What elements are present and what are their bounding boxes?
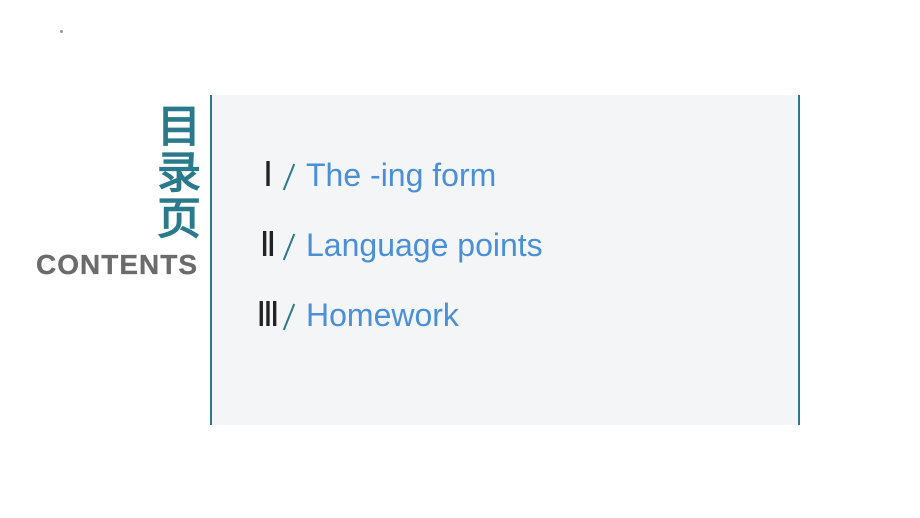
cn-title: 目录页 <box>150 103 198 241</box>
list-item: Ⅱ Language points <box>240 225 770 265</box>
item-label: Language points <box>306 227 543 264</box>
contents-list: Ⅰ The -ing form Ⅱ Language points Ⅲ Home… <box>240 155 770 335</box>
list-panel: Ⅰ The -ing form Ⅱ Language points Ⅲ Home… <box>210 95 800 425</box>
corner-dot <box>60 30 63 33</box>
item-label: Homework <box>306 297 459 334</box>
list-item: Ⅰ The -ing form <box>240 155 770 195</box>
roman-numeral: Ⅱ <box>240 225 296 265</box>
contents-container: 目录页 CONTENTS Ⅰ The -ing form Ⅱ Language … <box>30 95 800 425</box>
item-label: The -ing form <box>306 157 496 194</box>
divider-left <box>210 95 212 425</box>
en-title: CONTENTS <box>36 249 198 281</box>
list-item: Ⅲ Homework <box>240 295 770 335</box>
roman-numeral: Ⅰ <box>240 155 296 195</box>
title-column: 目录页 CONTENTS <box>30 95 210 425</box>
divider-right <box>798 95 800 425</box>
roman-numeral: Ⅲ <box>240 295 296 335</box>
